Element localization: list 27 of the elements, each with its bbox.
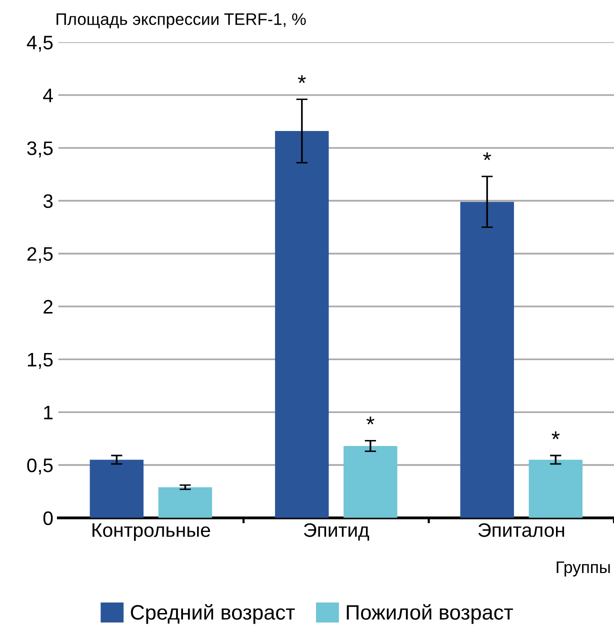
y-tick-label: 4,5 (26, 36, 53, 52)
bar (460, 202, 514, 518)
y-axis-title: Площадь экспрессии TERF-1, % (56, 13, 306, 28)
y-tick-label: 1 (44, 406, 53, 420)
y-tick-label: 3 (43, 194, 53, 208)
y-tick-label: 2 (44, 300, 52, 314)
x-tick-label: Эпиталон (478, 523, 564, 538)
y-tick-label: 3,5 (27, 141, 53, 158)
data-label: * (483, 152, 492, 160)
legend-label: Пожилой возраст (346, 604, 513, 624)
bar (344, 446, 398, 518)
bar (90, 460, 144, 518)
x-axis-title: Группы (556, 562, 610, 576)
data-label: * (298, 75, 306, 84)
y-tick-label: 4 (43, 88, 53, 102)
bar (528, 460, 583, 518)
legend-label: Средний возраст (130, 604, 295, 624)
bar (158, 487, 212, 518)
y-tick-label: 1,5 (28, 352, 53, 369)
y-tick-label: 0,5 (27, 458, 53, 475)
data-label: * (552, 431, 560, 440)
data-label: * (366, 416, 374, 424)
x-tick-label: Контрольные (92, 523, 210, 541)
y-tick-label: 0 (43, 511, 53, 526)
x-tick-label: Эпитид (304, 523, 370, 541)
bar (275, 131, 329, 518)
y-tick-label: 2,5 (27, 247, 53, 264)
